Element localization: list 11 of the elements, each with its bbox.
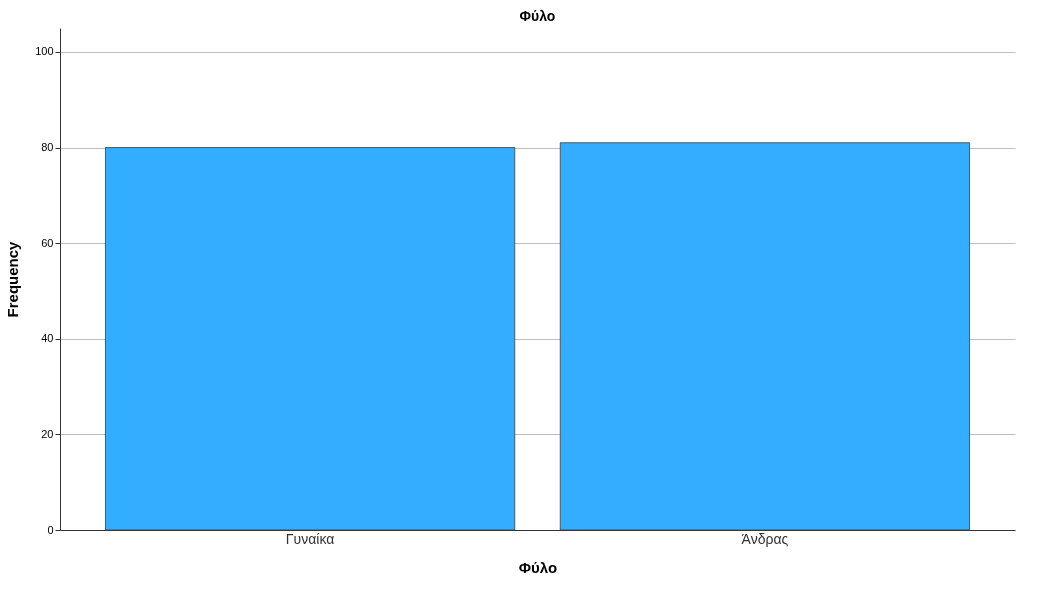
y-tick-label: 20 — [41, 427, 54, 440]
y-tick-label: 0 — [47, 523, 54, 536]
x-axis-title: Φύλο — [518, 558, 558, 576]
y-tick-label: 40 — [41, 332, 54, 345]
x-tick-label: Άνδρας — [741, 530, 789, 547]
y-tick-label: 60 — [41, 236, 54, 249]
x-tick-label: Γυναίκα — [285, 530, 335, 547]
y-tick-label: 80 — [41, 141, 54, 154]
chart-title: Φύλο — [519, 8, 556, 24]
y-axis-title: Frequency — [4, 240, 22, 318]
y-tick-label: 100 — [35, 45, 54, 58]
